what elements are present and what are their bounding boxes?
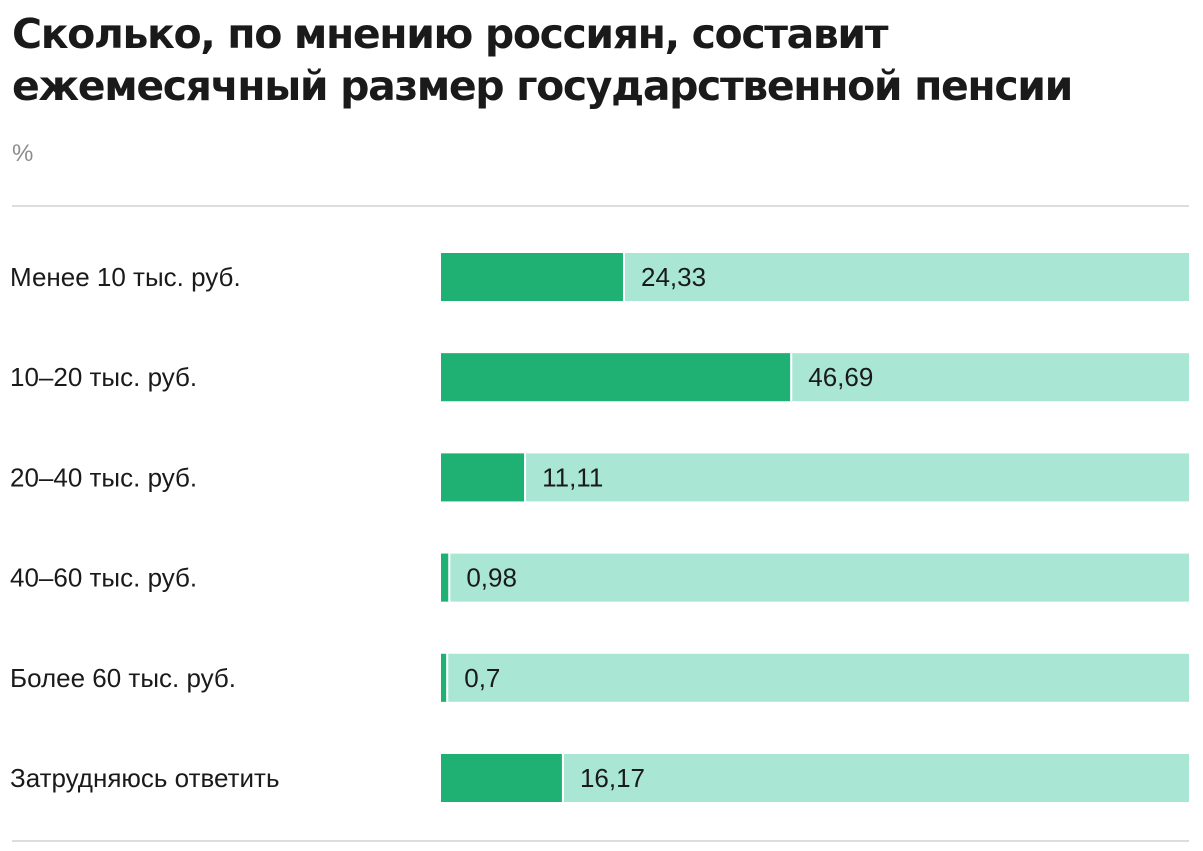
category-label: Более 60 тыс. руб.: [10, 663, 236, 693]
value-label: 16,17: [580, 763, 645, 793]
top-divider: [12, 205, 1189, 207]
bar-separator: [448, 553, 451, 602]
bar-separator: [524, 453, 527, 502]
bar: [441, 754, 562, 802]
bar: [441, 253, 623, 301]
value-label: 0,7: [464, 663, 500, 693]
category-label: 40–60 тыс. руб.: [10, 563, 197, 593]
bar-track: [441, 553, 1189, 602]
value-label: 24,33: [641, 262, 706, 292]
bar-separator: [561, 754, 564, 802]
bar-track: [441, 653, 1189, 702]
bar-separator: [446, 653, 449, 702]
value-label: 0,98: [466, 563, 517, 593]
bar: [441, 353, 791, 402]
value-label: 11,11: [542, 462, 603, 492]
bottom-divider: [12, 840, 1189, 842]
category-label: 10–20 тыс. руб.: [10, 362, 197, 392]
category-label: Затрудняюсь ответить: [10, 763, 279, 793]
category-label: Менее 10 тыс. руб.: [10, 262, 241, 292]
unit-label: %: [12, 140, 34, 167]
bar-track: [441, 754, 1189, 802]
bar-separator: [790, 353, 793, 402]
bar: [441, 453, 525, 502]
bar-track: [441, 453, 1189, 502]
category-label: 20–40 тыс. руб.: [10, 462, 197, 492]
value-label: 46,69: [808, 362, 873, 392]
bar-separator: [622, 253, 625, 301]
bar: [441, 653, 447, 702]
chart-title: Сколько, по мнению россиян, составит еже…: [12, 10, 1073, 110]
bar: [441, 553, 449, 602]
